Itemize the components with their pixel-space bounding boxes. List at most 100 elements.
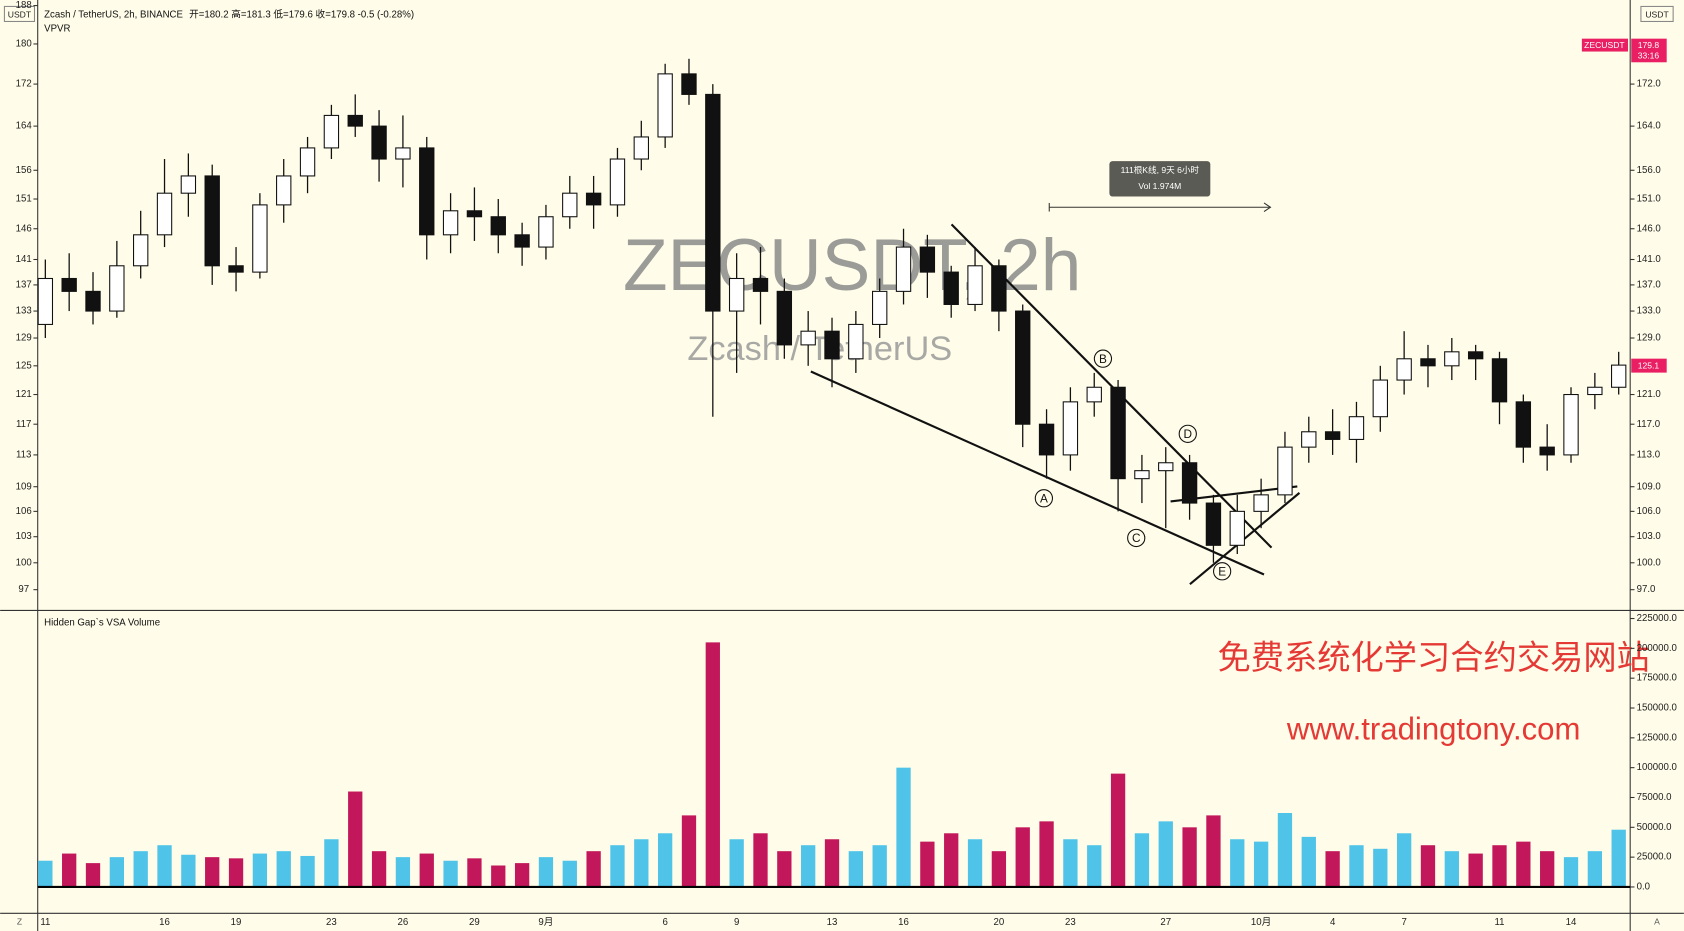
- wave-label: C: [1132, 531, 1141, 545]
- measure: 111根K线, 9天 6小时 Vol 1.974M: [1048, 161, 1272, 212]
- volume-bar: [38, 860, 53, 887]
- volume-tick-label: 125000.0: [1637, 732, 1677, 743]
- wave-label: E: [1218, 564, 1226, 578]
- volume-bar: [62, 853, 77, 887]
- volume-bar: [610, 845, 625, 887]
- y2-tick-label: 100.0: [1637, 557, 1661, 568]
- volume-bar: [848, 851, 864, 887]
- y-tick-label: 180: [16, 38, 32, 49]
- candle-body: [442, 210, 459, 236]
- volume-bar: [1230, 839, 1245, 887]
- candle-body: [1587, 386, 1603, 396]
- volume-tick-label: 175000.0: [1637, 673, 1677, 684]
- y2-tick-label: 121.0: [1637, 389, 1661, 400]
- x-tick-label: 14: [1566, 917, 1577, 928]
- wave-label: D: [1184, 427, 1193, 441]
- y-tick-label: 156: [16, 165, 32, 176]
- volume-bar: [777, 851, 792, 887]
- candle-body: [919, 246, 936, 273]
- y2-tick-label: 172.0: [1637, 79, 1661, 90]
- candle-body: [514, 234, 530, 248]
- candle-body: [228, 265, 244, 273]
- y-tick-label: 164: [16, 121, 33, 132]
- indicator-label: VPVR: [44, 24, 70, 35]
- volume-bar: [1206, 815, 1221, 887]
- volume-tick-label: 0.0: [1637, 882, 1650, 893]
- y-tick-label: 117: [16, 419, 31, 430]
- candle-body: [252, 204, 268, 273]
- candle-body: [1134, 470, 1150, 480]
- candle-body: [1348, 416, 1365, 440]
- unit-box: [1640, 5, 1674, 23]
- volume-bar: [1468, 853, 1483, 887]
- volume-bar: [1420, 845, 1436, 887]
- volume-bar: [395, 857, 411, 887]
- volume-bar: [729, 839, 744, 887]
- wave-circle: [1034, 489, 1054, 508]
- volume-bar: [705, 642, 720, 887]
- candle-body: [204, 175, 220, 267]
- x-tick-label: 13: [827, 917, 838, 928]
- volume-tick-label: 75000.0: [1637, 792, 1672, 803]
- candle-body: [1229, 510, 1245, 546]
- candle-body: [681, 73, 697, 95]
- candle-body: [1396, 358, 1412, 381]
- candle-body: [347, 114, 363, 127]
- x-tick-label: 26: [398, 917, 409, 928]
- volume-bar: [920, 841, 935, 887]
- wave-circle: [1127, 528, 1146, 548]
- watermark-subtitle: Zcash / TetherUS: [687, 330, 952, 368]
- y-tick-label: 121: [16, 389, 32, 400]
- candle-body: [1420, 358, 1436, 367]
- candle-body: [1086, 386, 1102, 403]
- volume-bar: [1253, 841, 1269, 887]
- unit-box: [3, 5, 36, 23]
- current-price: 125.1: [1638, 360, 1660, 370]
- volume-tick-label: 25000.0: [1637, 852, 1672, 863]
- volume-tick-label: 150000.0: [1637, 703, 1677, 714]
- candle-body: [824, 330, 840, 360]
- corner-left: Z: [17, 917, 22, 927]
- candle-body: [180, 175, 197, 194]
- candle-body: [395, 147, 411, 160]
- wave-label: A: [1040, 491, 1048, 505]
- candle-body: [1205, 502, 1222, 546]
- wave-circle: [1178, 424, 1197, 443]
- volume-bar: [1396, 833, 1412, 887]
- candle-body: [1324, 431, 1341, 440]
- countdown: 33:16: [1638, 51, 1660, 61]
- candle-body: [299, 147, 316, 177]
- candle-body: [562, 192, 578, 218]
- candle-body: [419, 147, 435, 236]
- chart-title: Zcash / TetherUS, 2h, BINANCE: [44, 10, 183, 21]
- wave-label: B: [1099, 352, 1107, 366]
- candle-body: [1515, 401, 1532, 448]
- y2-tick-label: 137.0: [1637, 279, 1661, 290]
- volume-title: Hidden Gap`s VSA Volume: [44, 617, 160, 628]
- volume-bar: [1563, 857, 1579, 887]
- candle-body: [1062, 401, 1079, 456]
- y2-tick-label: 151.0: [1637, 194, 1661, 205]
- candle-body: [1110, 386, 1126, 480]
- candle-body: [1158, 462, 1174, 472]
- wave-labels: A B C D E: [1034, 349, 1232, 581]
- volume-tick-label: 200000.0: [1637, 643, 1677, 654]
- volume-bar: [1110, 773, 1126, 887]
- volume-bar: [824, 839, 840, 887]
- x-tick-label: 29: [469, 917, 480, 928]
- candle-body: [323, 114, 340, 149]
- volume-tick-label: 225000.0: [1637, 613, 1677, 624]
- candle-body: [633, 136, 649, 160]
- candle-body: [1015, 310, 1031, 425]
- volume-bar: [133, 851, 148, 887]
- candle-body: [156, 192, 173, 236]
- volume-bar: [896, 767, 911, 887]
- candle-body: [943, 271, 959, 305]
- volume-bar: [1087, 845, 1102, 887]
- candle-body: [728, 277, 745, 312]
- ohlc: 开=180.2 高=181.3 低=179.6 收=179.8 -0.5 (-0…: [189, 9, 414, 21]
- candle-body: [705, 93, 721, 312]
- volume-bar: [1349, 845, 1364, 887]
